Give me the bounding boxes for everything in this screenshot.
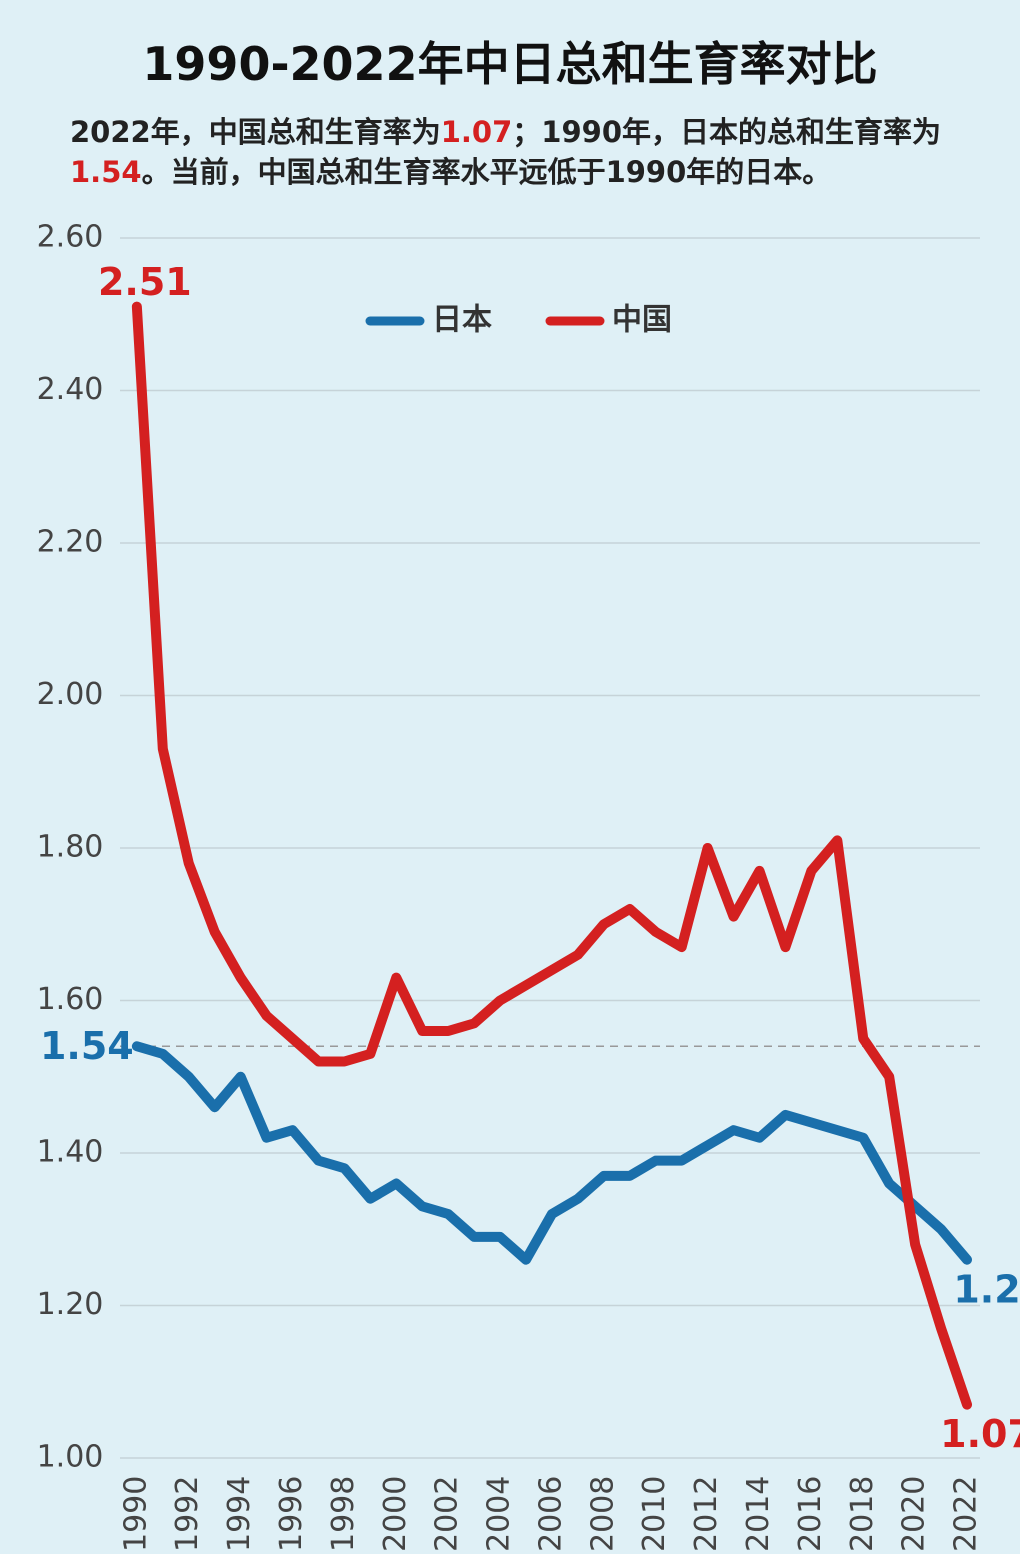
x-tick-label: 2008 [585, 1476, 620, 1552]
subtitle-part: 。当前，中国总和生育率水平远低于1990年的日本。 [141, 155, 832, 189]
x-tick-label: 2012 [689, 1476, 724, 1552]
subtitle-part: 1.07 [440, 115, 513, 149]
x-tick-label: 2014 [741, 1476, 776, 1552]
data-label: 1.54 [40, 1024, 134, 1068]
y-tick-label: 2.60 [37, 220, 104, 255]
series-line [131, 301, 973, 1410]
y-tick-label: 1.80 [37, 830, 104, 865]
legend-label: 日本 [432, 303, 492, 338]
x-tick-label: 1998 [326, 1476, 361, 1552]
y-tick-label: 1.40 [37, 1135, 104, 1170]
y-tick-label: 1.20 [37, 1287, 104, 1322]
x-tick-label: 1996 [274, 1476, 309, 1552]
x-tick-label: 2010 [637, 1476, 672, 1552]
chart-subtitle: 2022年，中国总和生育率为1.07；1990年，日本的总和生育率为 1.54。当… [70, 112, 1010, 192]
data-label: 1.2 [953, 1267, 1020, 1311]
legend-label: 中国 [612, 303, 672, 338]
x-tick-label: 2002 [430, 1476, 465, 1552]
x-tick-label: 1994 [222, 1476, 257, 1552]
subtitle-part: 1.54 [70, 155, 142, 189]
x-tick-label: 2016 [793, 1476, 828, 1552]
x-tick-label: 2006 [533, 1476, 568, 1552]
y-tick-label: 1.60 [37, 982, 104, 1017]
x-tick-label: 2004 [482, 1476, 517, 1552]
subtitle-part: ；1990年，日本的总和生育率为 [512, 115, 941, 149]
x-tick-label: 2000 [378, 1476, 413, 1552]
x-tick-label: 2022 [949, 1476, 984, 1552]
y-tick-label: 2.40 [37, 372, 104, 407]
x-tick-label: 1992 [170, 1476, 205, 1552]
y-tick-label: 1.00 [37, 1440, 104, 1475]
series-line [131, 1041, 973, 1265]
data-label: 1.07 [940, 1412, 1020, 1456]
chart-title: 1990-2022年中日总和生育率对比 [142, 37, 878, 91]
y-tick-label: 2.00 [37, 677, 104, 712]
x-tick-label: 2020 [897, 1476, 932, 1552]
data-label: 2.51 [98, 260, 192, 304]
x-tick-label: 2018 [845, 1476, 880, 1552]
y-tick-label: 2.20 [37, 525, 104, 560]
x-tick-label: 1990 [118, 1476, 153, 1552]
subtitle-part: 2022年，中国总和生育率为 [70, 115, 441, 149]
